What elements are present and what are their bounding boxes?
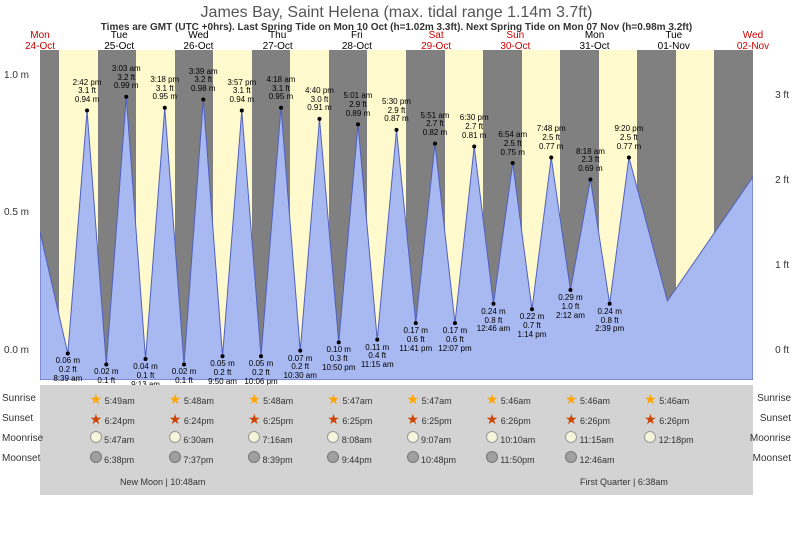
sunmoon-entry: 12:46am (565, 451, 615, 465)
sunset-icon: ★ (407, 411, 420, 427)
day-label: Thu27-Oct (253, 30, 303, 52)
sunmoon-entry: ★ 5:46am (486, 391, 531, 408)
sunmoon-entry: ★ 6:26pm (486, 411, 531, 428)
sunrise-icon: ★ (248, 391, 261, 407)
ytick-left-1.0: 1.0 m (4, 70, 29, 81)
ytick-right-3: 3 ft (775, 90, 789, 101)
ytick-right-1: 1 ft (775, 260, 789, 271)
sunmoon-entry: 11:50pm (486, 451, 535, 465)
row-label-right: Moonset (753, 453, 791, 464)
sunmoon-entry: ★ 5:47am (407, 391, 452, 408)
day-label: Wed26-Oct (173, 30, 223, 52)
moonrise-icon (486, 431, 498, 443)
sunmoon-entry: 11:15am (565, 431, 614, 445)
sunrise-icon: ★ (90, 391, 103, 407)
sunmoon-entry: ★ 6:25pm (248, 411, 293, 428)
day-label: Wed02-Nov (728, 30, 778, 52)
moonset-icon (169, 451, 181, 463)
sunmoon-entry: ★ 5:48am (169, 391, 214, 408)
moonset-icon (407, 451, 419, 463)
chart-title: James Bay, Saint Helena (max. tidal rang… (0, 0, 793, 22)
sunset-icon: ★ (644, 411, 657, 427)
sunrise-icon: ★ (486, 391, 499, 407)
sunrise-icon: ★ (565, 391, 578, 407)
sunrise-icon: ★ (644, 391, 657, 407)
day-label: Mon24-Oct (15, 30, 65, 52)
ytick-left-0.0: 0.0 m (4, 345, 29, 356)
sun-moon-panel: SunriseSunriseSunsetSunsetMoonriseMoonri… (40, 385, 753, 495)
day-label: Sun30-Oct (490, 30, 540, 52)
sunmoon-entry: ★ 5:47am (327, 391, 372, 408)
ytick-left-0.5: 0.5 m (4, 207, 29, 218)
sunset-icon: ★ (90, 411, 103, 427)
sunrise-icon: ★ (407, 391, 420, 407)
day-label: Sat29-Oct (411, 30, 461, 52)
new-moon-caption: New Moon | 10:48am (120, 477, 205, 487)
moonset-icon (565, 451, 577, 463)
sunmoon-entry: 8:08am (327, 431, 372, 445)
day-label: Tue01-Nov (649, 30, 699, 52)
tide-point-label: 9:20 pm2.5 ft0.77 m (604, 125, 654, 151)
sunset-icon: ★ (486, 411, 499, 427)
sunmoon-entry: 6:30am (169, 431, 214, 445)
sunmoon-entry: 7:37pm (169, 451, 214, 465)
sunmoon-entry: ★ 6:26pm (644, 411, 689, 428)
ytick-right-2: 2 ft (775, 175, 789, 186)
ytick-right-0: 0 ft (775, 345, 789, 356)
tide-point-label: 0.24 m0.8 ft2:39 pm (585, 308, 635, 334)
sunmoon-entry: 12:18pm (644, 431, 694, 445)
moonrise-icon (169, 431, 181, 443)
moonrise-icon (248, 431, 260, 443)
y-axis-left: 1.0 m 0.5 m 0.0 m (0, 50, 38, 380)
day-label: Mon31-Oct (570, 30, 620, 52)
row-label-right: Moonrise (750, 433, 791, 444)
sunmoon-entry: ★ 5:46am (565, 391, 610, 408)
sunmoon-entry: ★ 6:24pm (169, 411, 214, 428)
sunmoon-entry: ★ 5:49am (90, 391, 135, 408)
sunmoon-entry: ★ 6:26pm (565, 411, 610, 428)
sunset-icon: ★ (327, 411, 340, 427)
moonset-icon (327, 451, 339, 463)
first-quarter-caption: First Quarter | 6:38am (580, 477, 668, 487)
chart-container: James Bay, Saint Helena (max. tidal rang… (0, 0, 793, 539)
sunmoon-entry: ★ 6:25pm (327, 411, 372, 428)
row-label-right: Sunset (760, 413, 791, 424)
moonset-icon (248, 451, 260, 463)
sunmoon-entry: 10:10am (486, 431, 536, 445)
chart-area: 0.06 m0.2 ft8:39 am2:42 pm3.1 ft0.94 m0.… (40, 50, 753, 380)
row-label-left: Sunset (2, 413, 33, 424)
sunmoon-entry: 10:48pm (407, 451, 457, 465)
sunset-icon: ★ (169, 411, 182, 427)
sunmoon-entry: ★ 6:25pm (407, 411, 452, 428)
sunmoon-entry: ★ 5:48am (248, 391, 293, 408)
sunmoon-entry: ★ 5:46am (644, 391, 689, 408)
sunmoon-entry: 8:39pm (248, 451, 293, 465)
sunrise-icon: ★ (327, 391, 340, 407)
day-label: Tue25-Oct (94, 30, 144, 52)
moonset-icon (486, 451, 498, 463)
sunmoon-entry: 5:47am (90, 431, 135, 445)
moonrise-icon (90, 431, 102, 443)
sunmoon-entry: 6:38pm (90, 451, 135, 465)
sunrise-icon: ★ (169, 391, 182, 407)
row-label-left: Moonrise (2, 433, 43, 444)
sunset-icon: ★ (248, 411, 261, 427)
row-label-left: Sunrise (2, 393, 36, 404)
y-axis-right: 3 ft 2 ft 1 ft 0 ft (755, 50, 793, 380)
moonrise-icon (644, 431, 656, 443)
moonrise-icon (407, 431, 419, 443)
moonrise-icon (565, 431, 577, 443)
day-label: Fri28-Oct (332, 30, 382, 52)
sunmoon-entry: 7:16am (248, 431, 293, 445)
row-label-right: Sunrise (757, 393, 791, 404)
row-label-left: Moonset (2, 453, 40, 464)
sunmoon-entry: 9:44pm (327, 451, 372, 465)
sunmoon-entry: ★ 6:24pm (90, 411, 135, 428)
moonset-icon (90, 451, 102, 463)
moonrise-icon (327, 431, 339, 443)
sunmoon-entry: 9:07am (407, 431, 452, 445)
sunset-icon: ★ (565, 411, 578, 427)
